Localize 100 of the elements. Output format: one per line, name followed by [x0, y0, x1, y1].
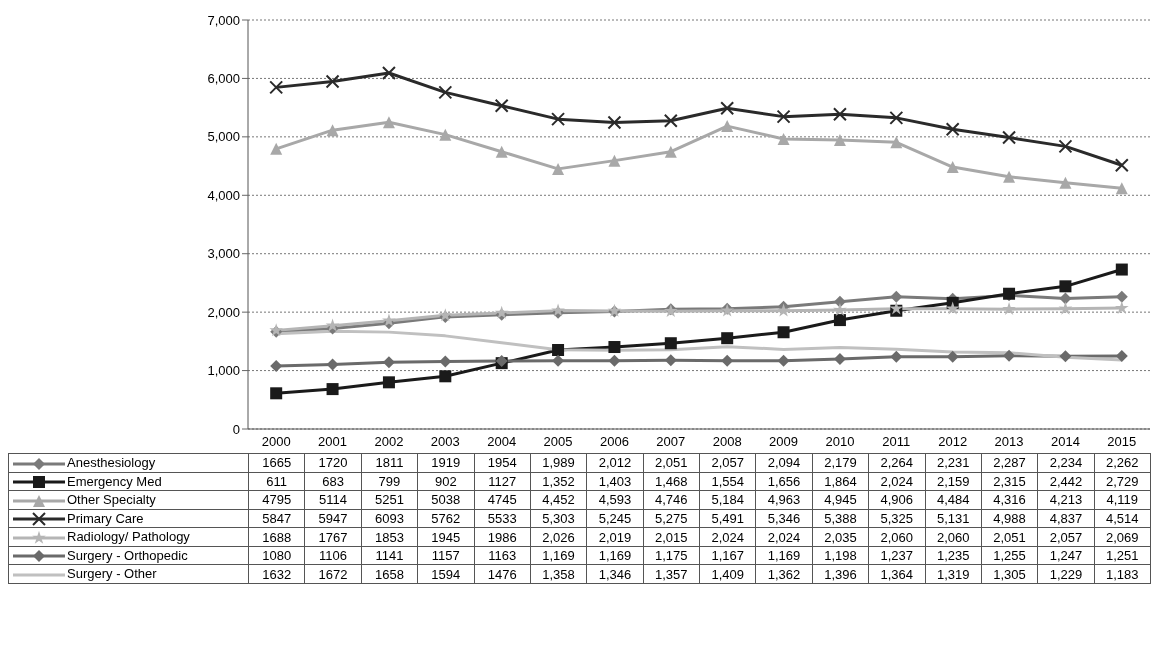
data-label: 4,988 [981, 509, 1038, 528]
point [664, 145, 677, 158]
x-tick-label: 2011 [882, 434, 911, 450]
data-label: 4,593 [586, 490, 644, 510]
data-label: 1,468 [643, 472, 700, 491]
data-label: 1,235 [925, 546, 982, 565]
point [833, 302, 847, 316]
point [721, 332, 734, 345]
data-label: 2,262 [1094, 453, 1151, 473]
data-label: 1,656 [755, 472, 813, 491]
point [1059, 292, 1072, 305]
data-label: 1853 [361, 527, 418, 547]
point [1059, 350, 1072, 363]
data-label: 2,060 [925, 527, 982, 547]
data-label: 1,183 [1094, 564, 1151, 584]
point [551, 112, 566, 127]
data-label: 2,159 [925, 472, 982, 491]
data-label: 6093 [361, 509, 418, 528]
point [721, 120, 734, 133]
data-label: 1,362 [755, 564, 813, 584]
data-label: 1163 [474, 546, 531, 565]
data-label: 5,491 [699, 509, 756, 528]
data-label: 2,019 [586, 527, 644, 547]
point [777, 133, 790, 146]
point [1059, 280, 1072, 293]
data-label: 1,352 [530, 472, 587, 491]
point [495, 145, 508, 158]
point [326, 383, 339, 396]
point [382, 313, 396, 327]
data-label: 2,060 [868, 527, 925, 547]
data-label: 4,316 [981, 490, 1038, 510]
data-label: 2,179 [812, 453, 869, 473]
data-label: 2,024 [699, 527, 756, 547]
x-tick-label: 2004 [487, 434, 517, 450]
data-label: 1,175 [643, 546, 700, 565]
point [439, 128, 452, 141]
data-label: 2,442 [1037, 472, 1095, 491]
y-tick-label: 4,000 [207, 187, 240, 203]
data-label: 1,396 [812, 564, 869, 584]
data-label: 1,864 [812, 472, 869, 491]
data-label: 1,305 [981, 564, 1038, 584]
point [1114, 158, 1129, 173]
point [1114, 300, 1129, 314]
x-tick-label: 2009 [769, 434, 799, 450]
data-label: 5,303 [530, 509, 587, 528]
x-tick-label: 2012 [938, 434, 968, 450]
point [326, 358, 339, 371]
data-label: 5,275 [643, 509, 700, 528]
data-label: 1,169 [755, 546, 813, 565]
data-label: 1,169 [586, 546, 644, 565]
data-label: 5038 [417, 490, 474, 510]
legend-label: Surgery - Other [67, 566, 157, 582]
data-label: 1811 [361, 453, 418, 473]
data-label: 799 [361, 472, 418, 491]
data-label: 1594 [417, 564, 474, 584]
point [890, 136, 903, 149]
legend-label: Radiology/ Pathology [67, 529, 190, 545]
data-label: 1,357 [643, 564, 700, 584]
point [382, 376, 395, 389]
point [1058, 301, 1073, 315]
data-label: 2,051 [981, 527, 1038, 547]
data-label: 4,906 [868, 490, 925, 510]
point [890, 350, 903, 363]
point [608, 354, 621, 367]
data-label: 1,237 [868, 546, 925, 565]
point [777, 326, 790, 339]
data-label: 2,094 [755, 453, 813, 473]
data-label: 2,026 [530, 527, 587, 547]
point [946, 350, 959, 363]
y-tick-label: 7,000 [207, 12, 240, 28]
data-label: 1,247 [1037, 546, 1095, 565]
point [1002, 130, 1017, 145]
data-label: 1080 [248, 546, 305, 565]
point [269, 80, 284, 95]
point [945, 301, 960, 315]
data-label: 5251 [361, 490, 418, 510]
data-label: 5533 [474, 509, 531, 528]
data-label: 1,198 [812, 546, 869, 565]
data-label: 4,963 [755, 490, 813, 510]
y-tick-label: 6,000 [207, 71, 240, 87]
data-label: 1,229 [1037, 564, 1095, 584]
point [439, 370, 452, 383]
data-label: 2,287 [981, 453, 1038, 473]
data-label: 1,346 [586, 564, 644, 584]
data-label: 2,015 [643, 527, 700, 547]
data-label: 2,231 [925, 453, 982, 473]
data-label: 1665 [248, 453, 305, 473]
point [552, 162, 565, 175]
legend-label: Emergency Med [67, 473, 162, 489]
data-label: 1476 [474, 564, 531, 584]
legend-label: Primary Care [67, 510, 144, 526]
x-tick-label: 2006 [599, 434, 629, 450]
data-label: 5,325 [868, 509, 925, 528]
data-label: 1945 [417, 527, 474, 547]
data-label: 5,184 [699, 490, 756, 510]
legend-label: Anesthesiology [67, 455, 156, 470]
point [494, 98, 509, 113]
point [720, 101, 735, 116]
data-label: 1127 [474, 472, 531, 491]
data-label: 2,729 [1094, 472, 1151, 491]
